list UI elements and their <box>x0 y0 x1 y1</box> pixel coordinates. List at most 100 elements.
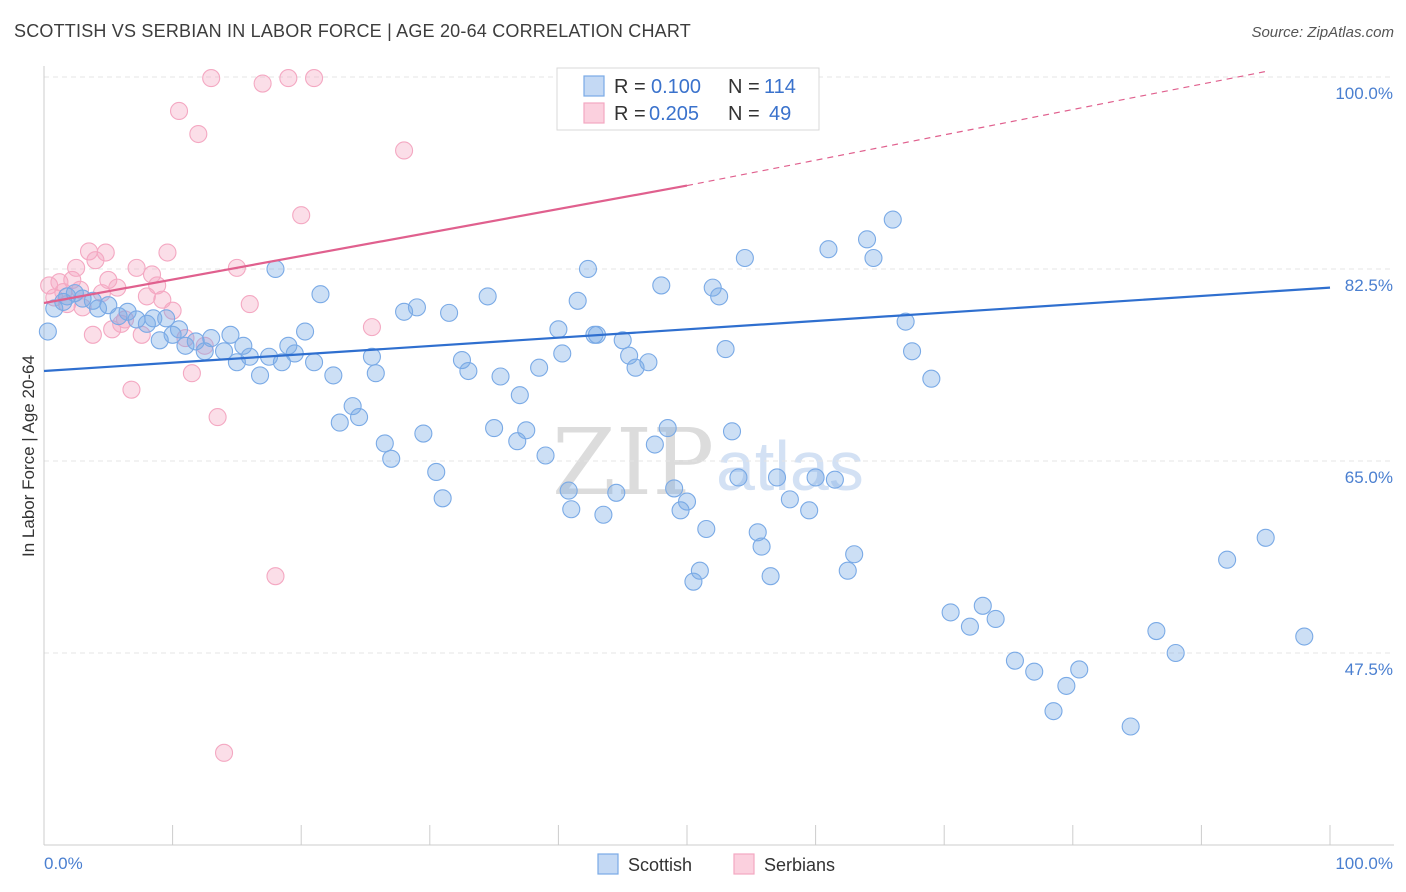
data-point-scottish <box>767 468 787 487</box>
data-point-scottish <box>485 419 504 438</box>
data-point-scottish <box>922 369 941 388</box>
data-point-serbians <box>362 318 381 337</box>
data-point-scottish <box>578 259 598 279</box>
chart-title: SCOTTISH VS SERBIAN IN LABOR FORCE | AGE… <box>14 21 691 41</box>
y-tick-labels: 100.0% 82.5% 65.0% 47.5% <box>1335 84 1393 679</box>
data-point-scottish <box>1005 651 1024 670</box>
data-point-scottish <box>88 299 108 318</box>
data-point-scottish <box>780 490 799 509</box>
data-point-scottish <box>157 309 176 328</box>
data-point-scottish <box>350 408 369 427</box>
data-point-scottish <box>221 325 240 344</box>
data-point-scottish <box>562 500 581 519</box>
data-point-scottish <box>324 366 343 385</box>
watermark-atlas: atlas <box>716 427 864 505</box>
data-point-scottish <box>690 561 709 580</box>
data-point-scottish <box>144 309 163 328</box>
stats-box: R = 0.100 N = 114 R = 0.205 N = 49 <box>556 67 820 131</box>
y-tick-label: 47.5% <box>1345 660 1393 679</box>
data-point-scottish <box>722 422 742 441</box>
data-point-scottish <box>735 248 754 268</box>
data-point-serbians <box>266 567 285 586</box>
data-point-scottish <box>459 361 478 381</box>
x-tick-label-max: 100.0% <box>1335 854 1393 873</box>
data-point-scottish <box>613 331 632 350</box>
data-point-scottish <box>186 332 205 351</box>
data-point-serbians <box>182 364 201 383</box>
data-point-scottish <box>941 603 960 622</box>
data-point-serbians <box>83 325 102 344</box>
data-point-scottish <box>748 523 767 542</box>
data-point-scottish <box>1295 627 1314 646</box>
data-point-scottish <box>311 285 330 304</box>
data-point-scottish <box>330 413 349 432</box>
data-point-serbians <box>122 380 141 399</box>
data-point-serbians <box>195 336 214 355</box>
stats-swatch-scottish <box>583 75 605 97</box>
data-point-scottish <box>716 340 735 359</box>
data-point-scottish <box>176 336 195 355</box>
data-point-scottish <box>806 468 825 487</box>
data-point-scottish <box>761 567 780 586</box>
data-point-scottish <box>433 489 452 508</box>
data-point-scottish <box>414 424 433 443</box>
data-point-scottish <box>857 230 877 249</box>
data-point-serbians <box>67 258 86 277</box>
stats-n-label-serbians: N = <box>728 103 760 125</box>
data-point-scottish <box>407 298 426 317</box>
data-point-scottish <box>296 322 315 341</box>
data-point-serbians <box>189 124 208 144</box>
data-point-scottish <box>677 492 697 511</box>
stats-swatch-serbians <box>583 102 605 124</box>
trend-line-scottish <box>43 286 1331 373</box>
data-point-scottish <box>697 519 716 539</box>
data-point-serbians <box>163 301 182 320</box>
data-point-scottish <box>272 353 291 372</box>
legend-label-scottish: Scottish <box>628 855 692 875</box>
data-point-scottish <box>594 505 613 524</box>
data-point-scottish <box>1256 528 1275 547</box>
data-point-serbians <box>208 408 227 427</box>
data-point-scottish <box>530 358 549 377</box>
data-point-scottish <box>665 479 684 498</box>
data-point-serbians <box>214 743 234 762</box>
data-point-scottish <box>45 299 64 318</box>
data-point-serbians <box>86 251 105 270</box>
stats-r-label-scottish: R = <box>614 76 646 98</box>
data-point-scottish <box>202 329 221 348</box>
data-point-scottish <box>1025 662 1044 681</box>
data-point-scottish <box>1044 702 1063 721</box>
data-point-scottish <box>684 572 703 591</box>
data-point-scottish <box>536 446 555 465</box>
data-point-scottish <box>366 364 385 383</box>
data-point-scottish <box>1057 676 1076 695</box>
data-point-serbians <box>158 243 177 262</box>
data-point-scottish <box>38 322 57 341</box>
data-point-scottish <box>382 449 401 468</box>
data-point-scottish <box>652 276 671 295</box>
data-point-scottish <box>1218 550 1237 569</box>
legend-swatch-scottish <box>597 853 619 875</box>
data-point-scottish <box>1166 643 1185 663</box>
data-point-scottish <box>1121 717 1140 736</box>
stats-r-value-serbians: 0.205 <box>649 103 699 125</box>
legend: Scottish Serbians <box>597 853 835 875</box>
y-axis-title: In Labor Force | Age 20-64 <box>19 355 38 557</box>
data-point-serbians <box>395 141 414 160</box>
data-point-scottish <box>607 483 626 502</box>
data-point-scottish <box>491 367 510 386</box>
data-point-scottish <box>896 312 915 331</box>
data-point-scottish <box>343 397 362 416</box>
data-point-scottish <box>305 353 324 372</box>
data-point-scottish <box>645 435 664 454</box>
data-point-serbians <box>103 320 122 339</box>
data-point-scottish <box>658 419 677 438</box>
data-point-scottish <box>960 617 979 636</box>
data-point-scottish <box>1147 621 1166 641</box>
data-point-serbians <box>127 258 146 277</box>
data-point-serbians <box>305 69 324 88</box>
data-point-scottish <box>729 468 748 487</box>
y-tick-label: 65.0% <box>1345 468 1393 487</box>
stats-n-label-scottish: N = <box>728 76 760 98</box>
data-point-serbians <box>292 206 311 225</box>
